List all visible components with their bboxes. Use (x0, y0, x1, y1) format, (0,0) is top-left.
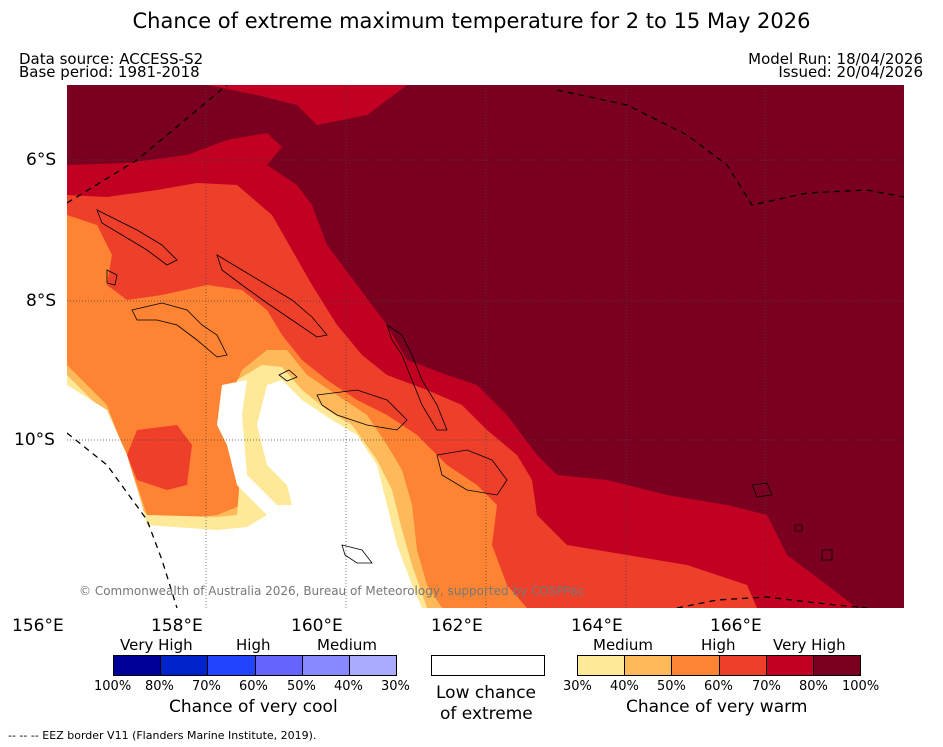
warm-swatch-1 (578, 656, 626, 675)
lon-label-160e: 160°E (291, 616, 343, 636)
cool-pct-30: 30% (381, 679, 410, 694)
cool-pct-100: 100% (94, 679, 132, 694)
warm-pct-60: 60% (704, 679, 733, 694)
low-chance-swatch (431, 655, 545, 676)
lon-label-162e: 162°E (431, 616, 483, 636)
warm-level-high: High (701, 636, 736, 654)
data-source: Data source: ACCESS-S2 (19, 50, 204, 68)
issued-date: Issued: 20/04/2026 (778, 63, 923, 81)
cool-level-high: High (236, 636, 271, 654)
cool-swatch-4 (255, 656, 303, 675)
cool-level-very-high: Very High (120, 636, 193, 654)
cool-swatch-5 (302, 656, 350, 675)
warm-colorbar (577, 655, 861, 676)
probability-map: © Commonwealth of Australia 2026, Bureau… (67, 85, 904, 608)
lon-label-166e: 166°E (710, 616, 762, 636)
cool-pct-40: 40% (334, 679, 363, 694)
map-area: © Commonwealth of Australia 2026, Bureau… (67, 85, 904, 608)
cool-swatch-6 (349, 656, 397, 675)
warm-pct-70: 70% (752, 679, 781, 694)
warm-level-medium: Medium (593, 636, 653, 654)
cool-pct-80: 80% (145, 679, 174, 694)
lon-label-158e: 158°E (151, 616, 203, 636)
eez-footnote: -- -- -- EEZ border V11 (Flanders Marine… (8, 729, 317, 742)
warm-pct-30: 30% (563, 679, 592, 694)
cool-swatch-3 (208, 656, 256, 675)
lon-label-156e: 156°E (12, 616, 64, 636)
low-chance-line2: of extreme (440, 704, 533, 724)
chart-title: Chance of extreme maximum temperature fo… (132, 9, 811, 33)
cool-swatch-1 (114, 656, 162, 675)
warm-caption: Chance of very warm (626, 697, 808, 717)
low-chance-line1: Low chance (436, 683, 536, 703)
zone-low-left (67, 380, 422, 608)
warm-pct-40: 40% (610, 679, 639, 694)
warm-swatch-2 (625, 656, 673, 675)
cool-pct-50: 50% (287, 679, 316, 694)
model-run: Model Run: 18/04/2026 (748, 50, 923, 68)
lat-label-10s: 10°S (14, 430, 55, 450)
cool-colorbar (113, 655, 397, 676)
zone-70-80-top (207, 85, 407, 125)
eez-border (67, 85, 904, 608)
warm-pct-80: 80% (799, 679, 828, 694)
coastlines (96, 209, 833, 564)
warm-level-very-high: Very High (773, 636, 846, 654)
cool-pct-60: 60% (239, 679, 268, 694)
warm-pct-50: 50% (657, 679, 686, 694)
zone-60-70-patch2 (127, 425, 192, 490)
warm-pct-100: 100% (842, 679, 880, 694)
lon-label-164e: 164°E (571, 616, 623, 636)
warm-swatch-3 (672, 656, 720, 675)
lat-label-8s: 8°S (26, 291, 57, 311)
cool-caption: Chance of very cool (169, 697, 338, 717)
cool-pct-70: 70% (192, 679, 221, 694)
warm-swatch-6 (813, 656, 861, 675)
lat-label-6s: 6°S (26, 150, 57, 170)
map-copyright: © Commonwealth of Australia 2026, Bureau… (79, 584, 584, 598)
warm-swatch-4 (719, 656, 767, 675)
warm-swatch-5 (766, 656, 814, 675)
graticule (67, 85, 904, 608)
cool-level-medium: Medium (317, 636, 377, 654)
base-period: Base period: 1981-2018 (19, 63, 200, 81)
cool-swatch-2 (161, 656, 209, 675)
